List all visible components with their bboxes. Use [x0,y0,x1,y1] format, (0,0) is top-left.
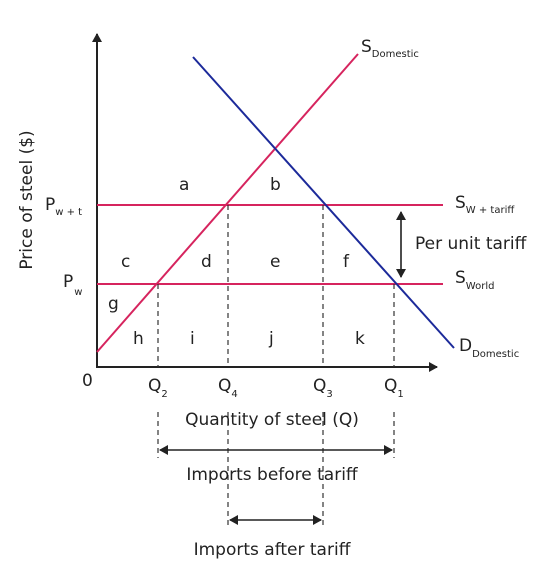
p-w-label: Pw [63,272,82,298]
imports-after-label: Imports after tariff [194,540,352,560]
s-w-tariff-label: SW + tariff [455,193,515,216]
imports-before-label: Imports before tariff [186,465,359,485]
area-c-label: c [121,252,130,272]
area-e-label: e [270,252,280,272]
s-domestic-line [96,53,359,353]
per-unit-tariff-label: Per unit tariff [415,234,528,254]
area-d-label: d [201,252,212,272]
area-k-label: k [355,329,365,349]
p-wt-label: Pw + t [45,195,82,218]
area-b-label: b [270,175,281,195]
s-domestic-label: SDomestic [361,37,419,60]
q3-label: Q3 [313,376,333,400]
d-domestic-line [192,56,455,349]
s-world-label: SWorld [455,268,494,292]
area-h-label: h [133,329,144,349]
origin-label: 0 [82,371,93,391]
q4-label: Q4 [218,376,238,400]
q2-label: Q2 [148,376,168,400]
area-f-label: f [343,252,350,272]
area-a-label: a [179,175,189,195]
area-j-label: j [268,329,274,349]
x-axis-label: Quantity of steel (Q) [185,410,359,430]
y-axis-label: Price of steel ($) [17,130,37,269]
area-i-label: i [190,329,195,349]
d-domestic-label: DDomestic [459,336,519,360]
area-g-label: g [108,294,119,314]
q1-label: Q1 [384,376,404,400]
